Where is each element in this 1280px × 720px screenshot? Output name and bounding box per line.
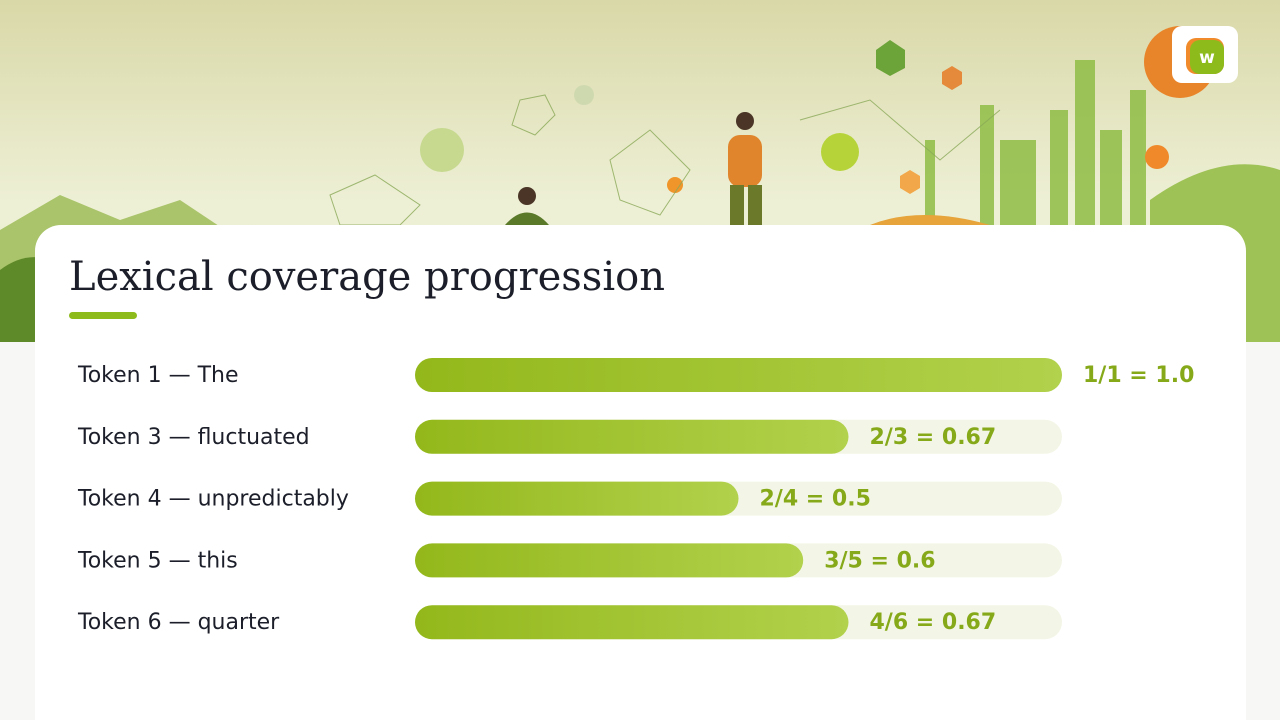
- category-label: Token 5 — this: [77, 548, 238, 573]
- bar: [415, 543, 804, 578]
- category-label: Token 4 — unpredictably: [77, 487, 349, 512]
- card: [35, 225, 1246, 720]
- value-label: 4/6 = 0.67: [869, 610, 996, 635]
- logo-badge: w: [1144, 26, 1238, 98]
- value-label: 2/4 = 0.5: [760, 487, 871, 512]
- logo-text: w: [1199, 48, 1215, 68]
- category-label: Token 1 — The: [77, 363, 239, 388]
- chart-title: Lexical coverage progression: [69, 254, 665, 300]
- bar: [415, 358, 1062, 392]
- bar: [415, 419, 849, 454]
- bar: [415, 481, 739, 516]
- category-label: Token 3 — fluctuated: [77, 425, 310, 450]
- title-underline: [69, 312, 137, 319]
- value-label: 3/5 = 0.6: [824, 548, 935, 573]
- category-label: Token 6 — quarter: [77, 610, 280, 635]
- value-label: 1/1 = 1.0: [1083, 363, 1194, 388]
- value-label: 2/3 = 0.67: [869, 425, 996, 450]
- bar: [415, 605, 849, 640]
